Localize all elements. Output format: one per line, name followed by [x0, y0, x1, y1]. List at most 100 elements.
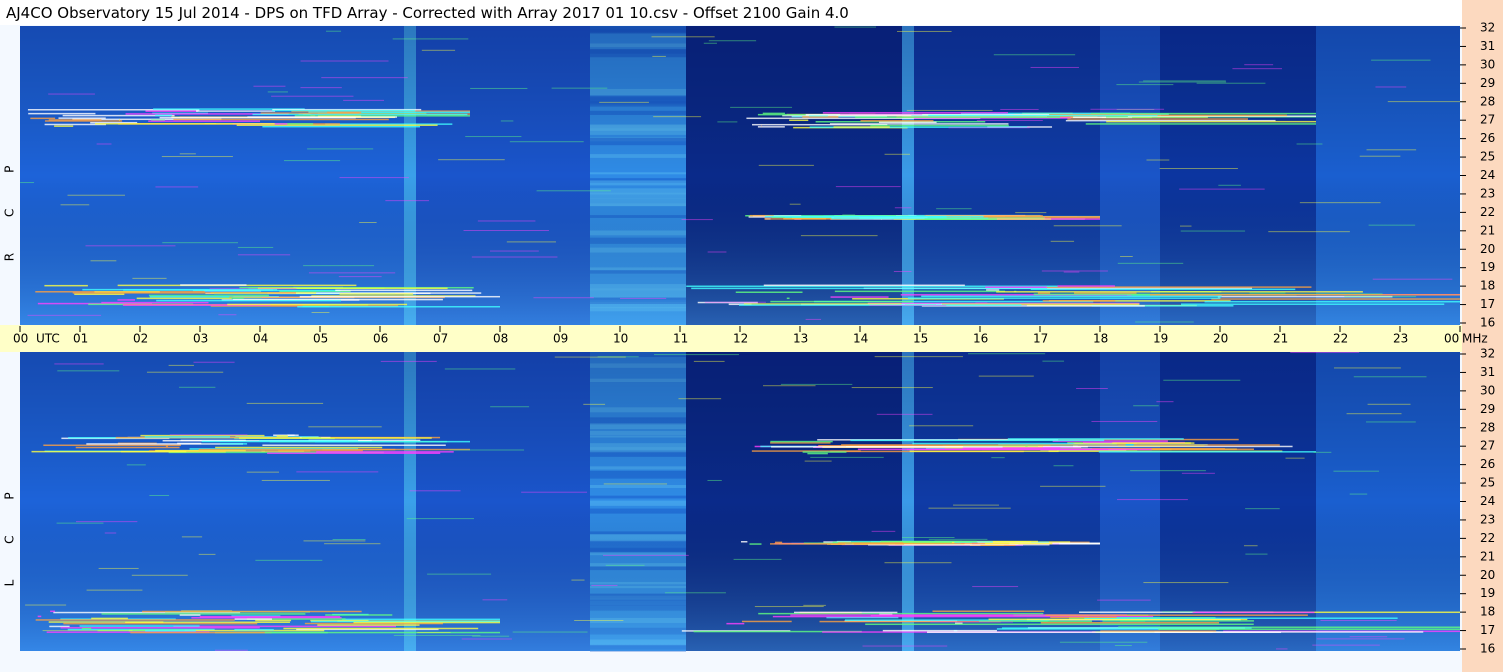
speckle	[461, 638, 512, 640]
speckle	[406, 518, 474, 520]
speckle	[500, 120, 514, 122]
burst	[165, 445, 168, 447]
speckle	[421, 49, 456, 51]
burst	[853, 543, 905, 545]
burst	[924, 218, 997, 220]
speckle	[1156, 401, 1174, 403]
freq-tick-label: 26	[1480, 457, 1495, 471]
speckle	[509, 141, 584, 143]
burst	[829, 123, 1009, 125]
speckle	[1232, 68, 1283, 70]
burst	[148, 294, 269, 297]
burst	[870, 124, 1009, 127]
burst	[726, 622, 745, 625]
freq-tick-label: 28	[1480, 94, 1495, 108]
time-tick-label: 00	[1444, 332, 1459, 346]
speckle	[463, 230, 549, 232]
speckle	[1346, 413, 1402, 415]
burst	[1222, 611, 1460, 614]
speckle	[267, 91, 288, 93]
burst	[740, 541, 748, 543]
burst	[308, 111, 470, 114]
speckle	[1091, 420, 1158, 422]
speckle	[253, 85, 286, 87]
speckle	[1135, 321, 1194, 323]
speckle	[1042, 360, 1065, 362]
burst	[1079, 611, 1274, 613]
freq-tick-label: 25	[1480, 150, 1495, 164]
speckle	[1181, 472, 1215, 474]
speckle	[884, 562, 952, 564]
speckle	[894, 207, 912, 209]
speckle	[1000, 108, 1039, 110]
speckle	[169, 434, 248, 436]
burst	[60, 626, 260, 629]
burst	[67, 628, 215, 631]
speckle	[869, 304, 947, 306]
time-tick-label: 11	[673, 332, 688, 346]
burst	[1045, 614, 1308, 616]
burst	[924, 215, 1043, 217]
speckle	[75, 521, 138, 523]
speckle	[730, 106, 793, 108]
speckle	[246, 402, 324, 404]
burst	[264, 631, 500, 634]
speckle	[693, 360, 725, 362]
burst	[1180, 303, 1445, 305]
speckle	[1146, 159, 1170, 161]
speckle	[426, 114, 465, 116]
speckle	[953, 504, 999, 506]
speckle	[1159, 167, 1238, 169]
time-tick-label: 17	[1033, 332, 1048, 346]
burst	[48, 621, 164, 623]
burst	[900, 294, 1132, 296]
speckle	[477, 220, 536, 222]
time-tick-label: 04	[253, 332, 268, 346]
speckle	[300, 60, 389, 62]
speckle	[1180, 230, 1246, 232]
freq-tick-label: 18	[1480, 605, 1495, 619]
burst	[159, 116, 356, 119]
speckle	[1138, 81, 1227, 83]
burst	[272, 109, 415, 112]
freq-tick-label: 31	[1480, 365, 1495, 379]
burst	[335, 289, 473, 292]
burst	[74, 293, 125, 296]
burst	[199, 615, 341, 618]
speckle	[385, 200, 430, 202]
burst	[142, 610, 362, 613]
speckle	[707, 251, 727, 253]
freq-tick-label: 30	[1480, 57, 1495, 71]
burst	[252, 113, 468, 116]
burst	[215, 446, 383, 449]
speckle	[1333, 470, 1380, 472]
speckle	[1053, 225, 1122, 227]
speckle	[261, 450, 305, 452]
time-tick-label: 07	[433, 332, 448, 346]
speckle	[126, 464, 146, 466]
speckle	[810, 456, 884, 458]
burst	[770, 300, 914, 303]
speckle	[1353, 376, 1427, 378]
speckle	[149, 494, 170, 496]
burst	[148, 120, 261, 122]
speckle	[284, 160, 341, 162]
time-tick-label: 15	[913, 332, 928, 346]
burst	[44, 284, 88, 287]
speckle	[1296, 143, 1323, 145]
speckle	[1312, 644, 1380, 646]
speckle	[763, 385, 816, 387]
time-tick-label: 03	[193, 332, 208, 346]
speckle	[842, 214, 856, 216]
burst	[1098, 451, 1316, 453]
burst	[762, 112, 785, 115]
burst	[927, 631, 1282, 634]
burst	[198, 448, 396, 451]
burst	[272, 108, 422, 111]
speckle	[1053, 465, 1074, 467]
time-tick-label: 23	[1393, 332, 1408, 346]
speckle	[754, 606, 824, 608]
speckle	[255, 559, 323, 561]
burst	[880, 540, 977, 543]
speckle	[536, 190, 611, 192]
